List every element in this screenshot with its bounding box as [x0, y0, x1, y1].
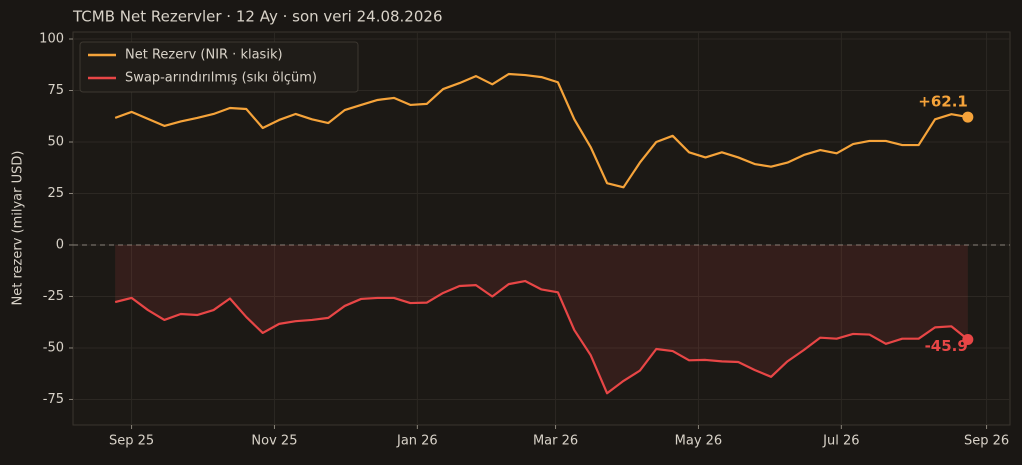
x-tick-label: May 26 — [675, 434, 723, 449]
data-label: -45.9 — [925, 337, 968, 355]
end-point — [962, 334, 974, 346]
chart-title: TCMB Net Rezervler · 12 Ay · son veri 24… — [72, 8, 443, 26]
y-tick-label: -75 — [43, 392, 64, 407]
legend-label: Net Rezerv (NIR · klasik) — [125, 48, 283, 63]
data-label: +62.1 — [918, 93, 968, 111]
y-tick-label: 25 — [47, 186, 64, 201]
x-tick-label: Mar 26 — [533, 434, 578, 449]
series-line — [114, 279, 969, 395]
y-tick-label: 0 — [56, 237, 64, 252]
series-line — [114, 72, 969, 189]
x-tick-label: Jul 26 — [822, 434, 859, 449]
y-tick-label: -50 — [43, 340, 64, 355]
y-axis-label: Net rezerv (milyar USD) — [11, 151, 26, 306]
x-tick-label: Nov 25 — [251, 434, 297, 449]
end-point — [962, 111, 974, 123]
x-tick-label: Jan 26 — [396, 434, 438, 449]
x-tick-label: Sep 26 — [964, 434, 1009, 449]
legend-box — [79, 41, 359, 93]
y-tick-label: 50 — [47, 134, 64, 149]
legend-label: Swap-arındırılmış (sıkı ölçüm) — [125, 71, 317, 86]
y-tick-label: -25 — [43, 289, 64, 304]
x-tick-label: Sep 25 — [109, 434, 154, 449]
y-tick-label: 75 — [47, 83, 64, 98]
y-tick-label: 100 — [39, 32, 64, 47]
deficit-area — [115, 244, 968, 394]
plot-area — [72, 31, 1011, 426]
